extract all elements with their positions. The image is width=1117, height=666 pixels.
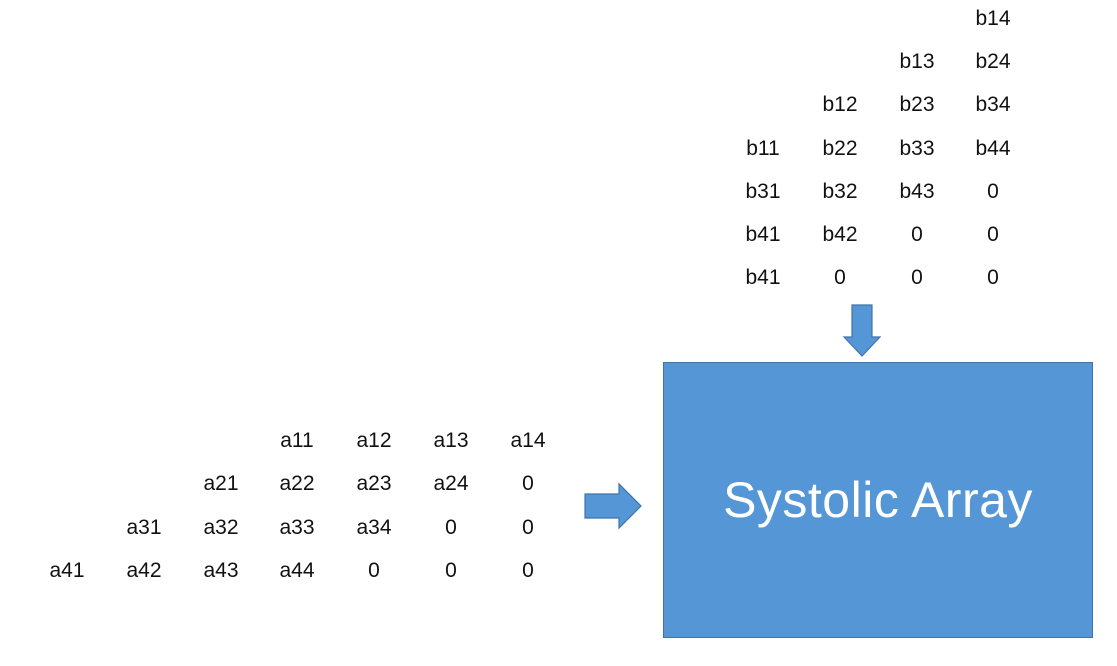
down-arrow-icon <box>842 304 882 357</box>
a-matrix-cell: a22 <box>279 472 315 496</box>
a-matrix-cell: 0 <box>522 558 534 582</box>
right-arrow-icon <box>584 482 642 530</box>
systolic-array-label: Systolic Array <box>723 472 1033 528</box>
b-matrix-cell: b31 <box>745 179 781 203</box>
b-matrix-cell: b42 <box>822 223 858 246</box>
b-matrix-cell: 0 <box>987 179 999 203</box>
b-matrix-cell: b41 <box>745 223 781 246</box>
a-matrix-cell: a44 <box>279 558 315 582</box>
b-matrix-cell: b41 <box>745 266 781 290</box>
b-matrix-cell: 0 <box>987 266 999 290</box>
b-matrix-cell: 0 <box>987 223 999 246</box>
b-matrix-cell: 0 <box>911 266 923 290</box>
a-matrix-cell: a24 <box>433 472 469 496</box>
b-matrix-cell: b43 <box>899 179 935 203</box>
a-matrix-cell: 0 <box>445 515 457 539</box>
a-matrix-cell: 0 <box>445 558 457 582</box>
systolic-array-box: Systolic Array <box>663 362 1093 638</box>
b-matrix-cell: b22 <box>822 136 858 160</box>
a-matrix-cell: a32 <box>203 515 239 539</box>
b-matrix-cell: b12 <box>822 93 858 117</box>
a-matrix-cell: 0 <box>522 515 534 539</box>
b-matrix-cell: 0 <box>911 223 923 246</box>
a-matrix-cell: a41 <box>49 558 85 582</box>
b-matrix-cell: b44 <box>975 136 1011 160</box>
b-matrix-cell: b33 <box>899 136 935 160</box>
b-matrix-cell: b34 <box>975 93 1011 117</box>
a-matrix-cell: a14 <box>510 429 546 452</box>
a-matrix-cell: a13 <box>433 429 469 452</box>
a-matrix-cell: a34 <box>356 515 392 539</box>
a-matrix-cell: a21 <box>203 472 239 496</box>
b-matrix-cell: b11 <box>746 136 780 160</box>
a-matrix-cell: 0 <box>368 558 380 582</box>
a-matrix-cell: a42 <box>126 558 162 582</box>
b-matrix-cell: b24 <box>975 50 1011 74</box>
b-matrix-cell: b14 <box>975 7 1011 30</box>
b-matrix-cell: b13 <box>899 50 935 74</box>
b-matrix-cell: 0 <box>834 266 846 290</box>
a-matrix-cell: a31 <box>126 515 162 539</box>
b-matrix-cell: b23 <box>899 93 935 117</box>
a-matrix-cell: a43 <box>203 558 239 582</box>
b-matrix-cell: b32 <box>822 179 858 203</box>
a-matrix-cell: a12 <box>356 429 392 452</box>
a-matrix-cell: a11 <box>280 429 314 452</box>
a-matrix-cell: a33 <box>279 515 315 539</box>
a-matrix-cell: a23 <box>356 472 392 496</box>
a-matrix-cell: 0 <box>522 472 534 496</box>
